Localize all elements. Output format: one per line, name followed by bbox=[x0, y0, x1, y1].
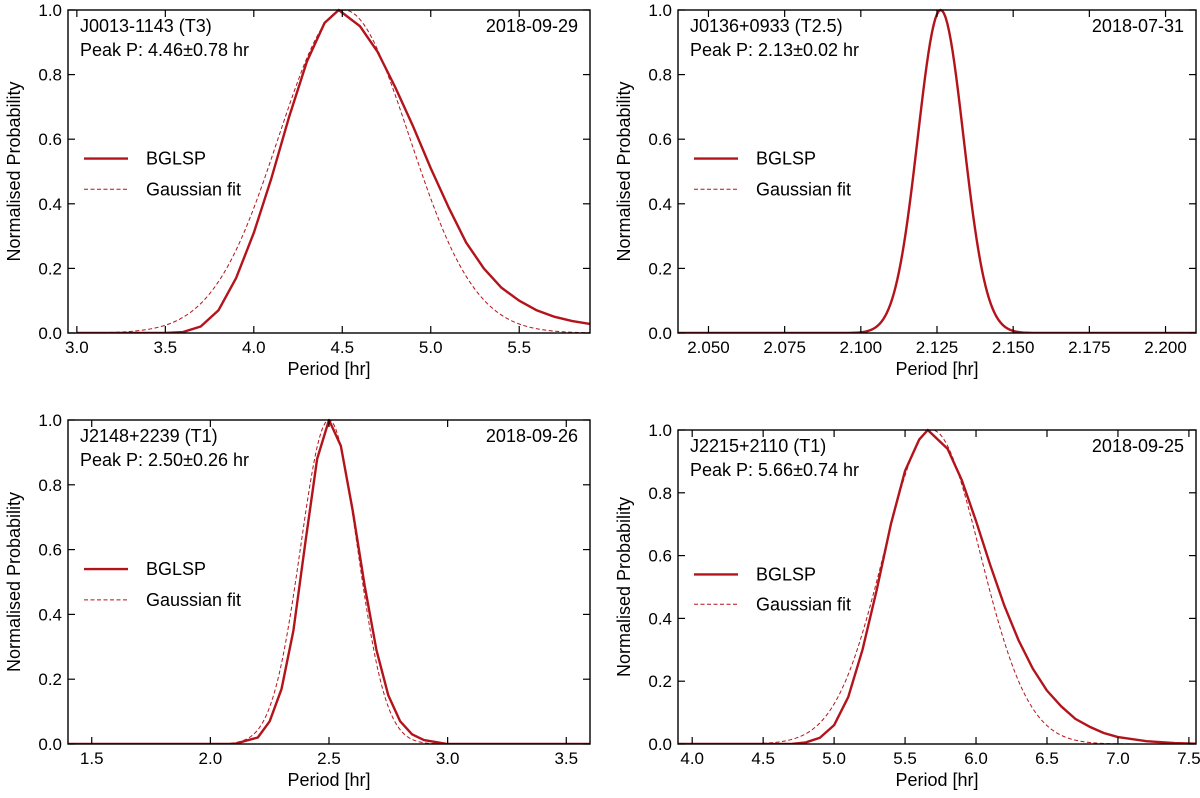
x-tick-label: 4.5 bbox=[751, 749, 775, 768]
object-label: J2148+2239 (T1) bbox=[80, 426, 218, 446]
plot-frame bbox=[67, 9, 591, 334]
date-label: 2018-07-31 bbox=[1092, 16, 1184, 36]
legend-bglsp-label: BGLSP bbox=[146, 559, 206, 579]
y-tick-label: 0.6 bbox=[38, 541, 62, 560]
y-tick-label: 0.8 bbox=[648, 66, 672, 85]
x-tick-label: 4.0 bbox=[242, 338, 266, 357]
x-axis-label: Period [hr] bbox=[895, 770, 978, 790]
y-axis-label: Normalised Probability bbox=[4, 81, 24, 261]
legend-bglsp-label: BGLSP bbox=[756, 149, 816, 169]
x-tick-label: 2.200 bbox=[1144, 338, 1187, 357]
date-label: 2018-09-25 bbox=[1092, 436, 1184, 456]
bglsp-line bbox=[76, 8, 590, 333]
legend: BGLSP Gaussian fit bbox=[694, 149, 851, 199]
peak-period-label: Peak P: 2.50±0.26 hr bbox=[80, 450, 249, 470]
plot-frame bbox=[677, 429, 1197, 745]
x-tick-label: 7.5 bbox=[1177, 749, 1200, 768]
x-tick-label: 2.100 bbox=[840, 338, 883, 357]
x-tick-label: 4.0 bbox=[680, 749, 704, 768]
y-tick-label: 0.2 bbox=[38, 670, 62, 689]
x-tick-label: 3.5 bbox=[154, 338, 178, 357]
x-tick-label: 2.0 bbox=[199, 749, 223, 768]
x-axis-label: Period [hr] bbox=[287, 359, 370, 379]
peak-period-label: Peak P: 5.66±0.74 hr bbox=[690, 460, 859, 480]
y-tick-label: 0.8 bbox=[38, 476, 62, 495]
y-axis-label: Normalised Probability bbox=[4, 492, 24, 672]
legend-gaussian-label: Gaussian fit bbox=[756, 179, 851, 199]
chart-panel-4: 4.0 4.5 5.0 5.5 6.0 6.5 7.0 7.5 0.0 0.2 0.4 0.6 0.8 1… bbox=[614, 421, 1200, 790]
peak-period-label: Peak P: 2.13±0.02 hr bbox=[690, 40, 859, 60]
x-tick-label: 5.5 bbox=[893, 749, 917, 768]
x-tick-label: 1.5 bbox=[80, 749, 104, 768]
chart-panel-2: 2.050 2.075 2.100 2.125 2.150 2.175 2.200 0.0 0.… bbox=[614, 1, 1197, 379]
date-label: 2018-09-29 bbox=[486, 16, 578, 36]
legend-bglsp-label: BGLSP bbox=[756, 564, 816, 584]
y-axis-label: Normalised Probability bbox=[614, 497, 634, 677]
y-tick-label: 0.4 bbox=[38, 605, 62, 624]
x-tick-label: 2.5 bbox=[317, 749, 341, 768]
y-tick-label: 0.4 bbox=[648, 195, 672, 214]
y-tick-label: 0.6 bbox=[648, 547, 672, 566]
x-axis-label: Period [hr] bbox=[895, 359, 978, 379]
bglsp-line bbox=[68, 418, 590, 744]
object-label: J2215+2110 (T1) bbox=[690, 436, 826, 456]
y-tick-label: 1.0 bbox=[38, 411, 62, 430]
x-tick-label: 3.0 bbox=[436, 749, 460, 768]
chart-panel-1: 3.0 3.5 4.0 4.5 5.0 5.5 0.0 0.2 0.4 0.6 0.8 1.0 Peri… bbox=[4, 1, 591, 379]
x-tick-label: 6.0 bbox=[964, 749, 988, 768]
x-tick-label: 4.5 bbox=[330, 338, 354, 357]
x-tick-label: 5.0 bbox=[822, 749, 846, 768]
y-tick-label: 0.0 bbox=[38, 735, 62, 754]
chart-panel-3: 1.5 2.0 2.5 3.0 3.5 0.0 0.2 0.4 0.6 0.8 1.0 Period … bbox=[4, 411, 591, 790]
y-axis-label: Normalised Probability bbox=[614, 81, 634, 261]
object-label: J0136+0933 (T2.5) bbox=[690, 16, 843, 36]
y-tick-label: 0.8 bbox=[38, 66, 62, 85]
x-tick-label: 2.150 bbox=[992, 338, 1035, 357]
y-tick-label: 0.6 bbox=[648, 130, 672, 149]
x-axis-label: Period [hr] bbox=[287, 770, 370, 790]
y-tick-label: 0.0 bbox=[648, 735, 672, 754]
x-tick-label: 5.5 bbox=[507, 338, 531, 357]
y-tick-label: 0.8 bbox=[648, 484, 672, 503]
y-tick-label: 1.0 bbox=[38, 1, 62, 20]
y-tick-label: 0.4 bbox=[38, 195, 62, 214]
gaussian-fit-line bbox=[76, 9, 590, 333]
y-tick-label: 1.0 bbox=[648, 1, 672, 20]
legend: BGLSP Gaussian fit bbox=[694, 564, 851, 614]
legend-gaussian-label: Gaussian fit bbox=[146, 179, 241, 199]
x-tick-label: 7.0 bbox=[1106, 749, 1130, 768]
date-label: 2018-09-26 bbox=[486, 426, 578, 446]
object-label: J0013-1143 (T3) bbox=[80, 16, 212, 36]
y-tick-label: 0.2 bbox=[648, 259, 672, 278]
y-tick-label: 1.0 bbox=[648, 421, 672, 440]
y-tick-label: 0.4 bbox=[648, 609, 672, 628]
x-tick-label: 2.075 bbox=[763, 338, 806, 357]
legend-bglsp-label: BGLSP bbox=[146, 149, 206, 169]
legend-gaussian-label: Gaussian fit bbox=[146, 590, 241, 610]
legend: BGLSP Gaussian fit bbox=[84, 559, 241, 610]
peak-period-label: Peak P: 4.46±0.78 hr bbox=[80, 40, 249, 60]
y-tick-label: 0.0 bbox=[648, 324, 672, 343]
y-tick-label: 0.6 bbox=[38, 130, 62, 149]
bglsp-line bbox=[678, 428, 1196, 744]
x-tick-label: 5.0 bbox=[419, 338, 443, 357]
y-tick-label: 0.2 bbox=[38, 259, 62, 278]
x-tick-label: 2.050 bbox=[687, 338, 730, 357]
y-tick-label: 0.2 bbox=[648, 672, 672, 691]
legend: BGLSP Gaussian fit bbox=[84, 149, 241, 199]
legend-gaussian-label: Gaussian fit bbox=[756, 594, 851, 614]
y-tick-label: 0.0 bbox=[38, 324, 62, 343]
x-tick-label: 2.175 bbox=[1068, 338, 1111, 357]
x-tick-label: 6.5 bbox=[1035, 749, 1059, 768]
x-tick-label: 2.125 bbox=[916, 338, 959, 357]
x-tick-label: 3.0 bbox=[65, 338, 89, 357]
x-tick-label: 3.5 bbox=[554, 749, 578, 768]
